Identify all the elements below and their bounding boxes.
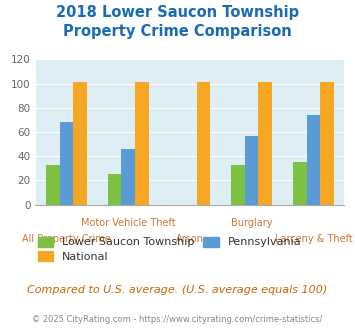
Text: Motor Vehicle Theft: Motor Vehicle Theft [81, 218, 175, 228]
Bar [60, 122, 73, 205]
Bar [73, 82, 87, 205]
Legend: Lower Saucon Township, National, Pennsylvania: Lower Saucon Township, National, Pennsyl… [38, 237, 301, 262]
Bar [231, 165, 245, 205]
Bar [307, 115, 320, 205]
Bar [293, 162, 307, 205]
Bar [135, 82, 148, 205]
Bar [245, 136, 258, 205]
Text: Burglary: Burglary [231, 218, 272, 228]
Text: Larceny & Theft: Larceny & Theft [274, 234, 353, 244]
Bar [108, 174, 121, 205]
Bar [258, 82, 272, 205]
Bar [197, 82, 210, 205]
Text: © 2025 CityRating.com - https://www.cityrating.com/crime-statistics/: © 2025 CityRating.com - https://www.city… [32, 315, 323, 324]
Text: All Property Crime: All Property Crime [22, 234, 111, 244]
Bar [46, 165, 60, 205]
Text: 2018 Lower Saucon Township
Property Crime Comparison: 2018 Lower Saucon Township Property Crim… [56, 5, 299, 39]
Text: Arson: Arson [176, 234, 204, 244]
Bar [121, 149, 135, 205]
Text: Compared to U.S. average. (U.S. average equals 100): Compared to U.S. average. (U.S. average … [27, 285, 328, 295]
Bar [320, 82, 334, 205]
